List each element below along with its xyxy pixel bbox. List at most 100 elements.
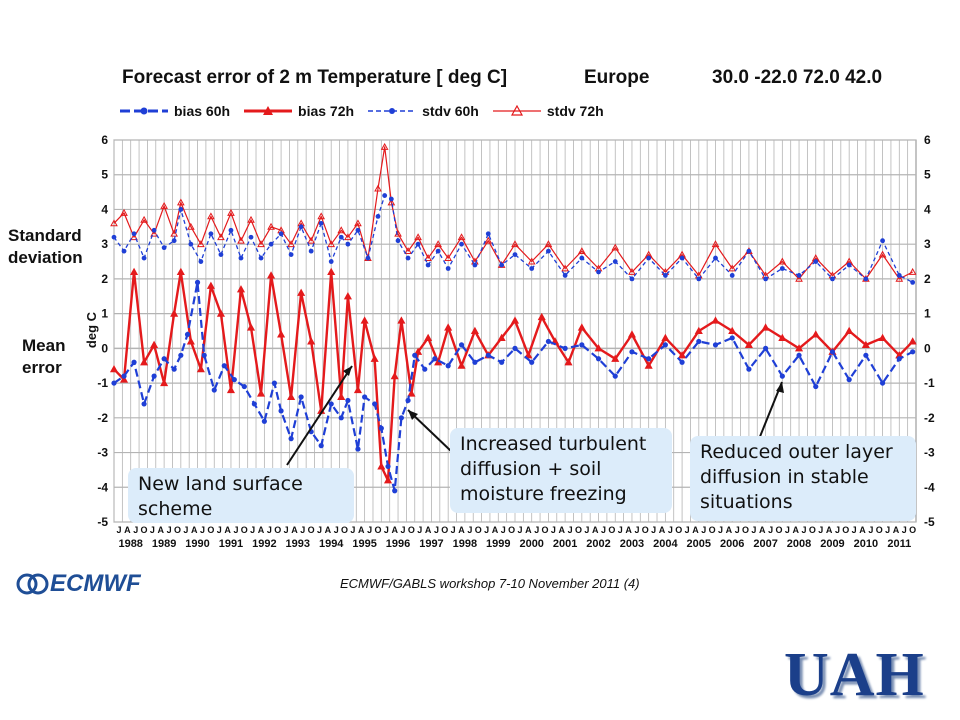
data-point	[111, 380, 117, 386]
x-month-tick-label: A	[826, 525, 833, 535]
data-point	[141, 401, 147, 407]
y-tick-label-left: 1	[101, 307, 108, 321]
data-point	[444, 323, 453, 331]
callout-turbulent-diffusion: Increased turbulent diffusion + soil moi…	[450, 428, 672, 513]
data-point	[130, 267, 139, 276]
data-point	[794, 344, 804, 352]
data-point	[267, 222, 275, 230]
region-coords: 30.0 -22.0 72.0 42.0	[712, 67, 883, 88]
workshop-note: ECMWF/GABLS workshop 7-10 November 2011 …	[340, 576, 640, 591]
x-month-tick-label: J	[467, 525, 472, 535]
data-point	[910, 349, 916, 355]
data-point	[415, 241, 421, 247]
mean-error-line-1: Mean	[22, 336, 66, 355]
data-point	[544, 240, 553, 248]
data-point	[846, 377, 852, 383]
x-month-tick-label: J	[551, 525, 556, 535]
data-point	[360, 316, 369, 324]
data-point	[879, 380, 886, 386]
mean-error-line-2: error	[22, 358, 62, 377]
x-month-tick-label: O	[241, 525, 248, 535]
data-point	[404, 247, 412, 255]
data-point	[472, 359, 478, 365]
data-point	[246, 323, 256, 331]
x-month-tick-label: J	[685, 525, 690, 535]
data-point	[140, 215, 148, 223]
data-point	[405, 255, 411, 261]
y-tick-label-left: 0	[101, 341, 108, 355]
data-point	[392, 488, 398, 494]
x-year-tick-label: 1991	[219, 538, 243, 550]
data-point	[226, 385, 236, 394]
data-point	[678, 351, 687, 359]
x-month-tick-label: J	[584, 525, 589, 535]
data-point	[170, 309, 179, 317]
mean-error-label: Mean error	[22, 335, 65, 379]
y-tick-label-left: 4	[101, 202, 108, 216]
data-point	[344, 233, 352, 241]
data-point	[298, 394, 304, 400]
x-month-tick-label: A	[325, 525, 332, 535]
y-tick-label-left: 6	[101, 133, 108, 147]
data-point	[511, 240, 519, 248]
data-point	[880, 238, 885, 244]
y-tick-label-right: -3	[924, 446, 935, 460]
x-month-tick-label: J	[751, 525, 756, 535]
x-month-tick-label: J	[634, 525, 639, 535]
data-point	[288, 436, 294, 442]
x-month-tick-label: O	[608, 525, 615, 535]
data-point	[317, 212, 326, 220]
data-point	[661, 333, 670, 342]
data-point	[628, 267, 636, 275]
series-bias-60h	[111, 279, 916, 494]
x-year-tick-label: 1996	[386, 538, 410, 550]
data-point	[424, 254, 432, 261]
data-point	[218, 252, 224, 257]
data-point	[130, 233, 138, 241]
data-point	[161, 356, 167, 362]
data-point	[761, 323, 770, 331]
callout-land-surface-line-1: New land surface	[138, 473, 303, 495]
data-point	[388, 196, 394, 202]
x-month-tick-label: J	[367, 525, 372, 535]
x-month-tick-label: A	[492, 525, 499, 535]
y-tick-label-right: 4	[924, 202, 931, 216]
uah-logo: UAH	[784, 641, 925, 709]
x-month-tick-label: A	[726, 525, 733, 535]
data-point	[120, 208, 128, 216]
x-month-tick-label: O	[675, 525, 682, 535]
x-year-tick-label: 1992	[252, 538, 276, 550]
data-point	[627, 330, 637, 338]
x-month-tick-label: J	[517, 525, 522, 535]
x-month-tick-label: O	[141, 525, 148, 535]
x-month-tick-label: J	[150, 525, 155, 535]
data-point	[197, 240, 205, 248]
data-point	[646, 255, 652, 261]
arrow-turbulent	[407, 409, 453, 453]
y-tick-label-right: 3	[924, 237, 931, 251]
x-month-tick-label: J	[451, 525, 456, 535]
data-point	[728, 326, 737, 335]
x-month-tick-label: O	[542, 525, 549, 535]
x-month-tick-label: A	[625, 525, 632, 535]
data-point	[355, 227, 361, 233]
x-month-tick-label: A	[559, 525, 566, 535]
data-point	[779, 266, 785, 271]
data-point	[896, 356, 902, 362]
data-point	[390, 371, 399, 380]
data-point	[662, 273, 668, 278]
x-month-tick-label: A	[759, 525, 766, 535]
data-point	[778, 333, 787, 342]
x-year-tick-label: 2008	[787, 538, 811, 550]
data-point	[484, 236, 493, 244]
data-point	[813, 259, 819, 264]
x-month-tick-label: J	[167, 525, 172, 535]
x-month-tick-label: J	[718, 525, 723, 535]
x-year-tick-label: 2011	[887, 538, 911, 550]
data-point	[510, 316, 520, 324]
data-point	[612, 373, 618, 379]
x-month-tick-label: J	[885, 525, 890, 535]
legend-item-stdv-72h: stdv 72h	[492, 103, 604, 119]
data-point	[629, 349, 635, 355]
x-month-tick-label: J	[618, 525, 623, 535]
